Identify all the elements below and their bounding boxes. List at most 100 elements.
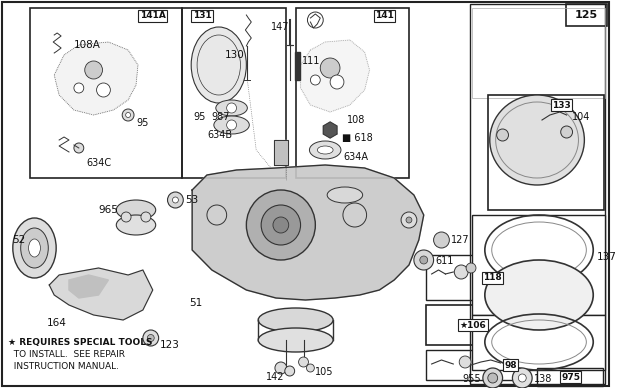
Bar [426, 305, 515, 345]
Text: 127: 127 [451, 235, 470, 245]
Circle shape [122, 109, 134, 121]
Ellipse shape [20, 228, 48, 268]
Text: 611: 611 [436, 256, 454, 266]
Ellipse shape [117, 200, 156, 220]
Circle shape [143, 330, 159, 346]
Text: 137: 137 [597, 252, 617, 262]
Ellipse shape [258, 308, 333, 332]
Bar [472, 315, 605, 370]
Circle shape [401, 212, 417, 228]
Ellipse shape [258, 328, 333, 352]
Text: 142: 142 [266, 372, 285, 382]
Circle shape [513, 368, 532, 388]
Circle shape [414, 250, 433, 270]
Text: 955: 955 [463, 374, 481, 384]
Circle shape [121, 212, 131, 222]
Ellipse shape [13, 218, 56, 278]
Text: TO INSTALL.  SEE REPAIR: TO INSTALL. SEE REPAIR [8, 350, 125, 359]
Text: 105: 105 [316, 367, 334, 377]
Text: 634A: 634A [343, 152, 368, 162]
Circle shape [454, 265, 468, 279]
Circle shape [311, 75, 321, 85]
Text: INSTRUCTION MANUAL.: INSTRUCTION MANUAL. [8, 362, 119, 371]
Circle shape [141, 212, 151, 222]
Bar [470, 4, 605, 384]
Circle shape [227, 103, 236, 113]
Ellipse shape [327, 187, 363, 203]
Text: ★ REQUIRES SPECIAL TOOLS: ★ REQUIRES SPECIAL TOOLS [8, 338, 153, 347]
Text: ■ 618: ■ 618 [342, 133, 373, 143]
Circle shape [459, 356, 471, 368]
Text: 95: 95 [136, 118, 148, 128]
Circle shape [488, 373, 498, 383]
Text: 111: 111 [301, 56, 320, 66]
Polygon shape [274, 140, 288, 165]
Text: 104: 104 [572, 112, 590, 122]
Text: 98: 98 [504, 360, 517, 369]
Text: 125: 125 [575, 10, 598, 20]
Circle shape [261, 205, 301, 245]
Text: 118: 118 [484, 274, 502, 282]
Text: 52: 52 [12, 235, 25, 245]
Text: 138: 138 [534, 374, 552, 384]
Text: 634B: 634B [207, 130, 232, 140]
Bar [30, 8, 182, 178]
Ellipse shape [216, 100, 247, 116]
Text: 141: 141 [375, 12, 394, 21]
Circle shape [85, 61, 102, 79]
Ellipse shape [490, 95, 585, 185]
Ellipse shape [117, 215, 156, 235]
Circle shape [74, 83, 84, 93]
Circle shape [330, 75, 344, 89]
Circle shape [321, 58, 340, 78]
Polygon shape [294, 52, 299, 80]
Bar [488, 95, 604, 210]
Text: ReplacementParts.com: ReplacementParts.com [192, 230, 418, 249]
Ellipse shape [317, 146, 333, 154]
Circle shape [246, 190, 316, 260]
Polygon shape [49, 268, 153, 320]
Bar [426, 255, 515, 300]
Circle shape [433, 232, 450, 248]
Text: 987: 987 [212, 112, 231, 122]
Text: 95: 95 [193, 112, 205, 122]
Bar [537, 368, 603, 386]
Text: 147: 147 [271, 22, 290, 32]
Circle shape [518, 374, 526, 382]
Circle shape [273, 217, 289, 233]
Bar [565, 4, 607, 26]
Ellipse shape [214, 116, 249, 134]
Circle shape [483, 368, 503, 388]
Text: ★106: ★106 [459, 320, 486, 329]
Circle shape [126, 113, 131, 118]
Circle shape [343, 203, 366, 227]
Bar [472, 215, 605, 315]
Text: 164: 164 [47, 318, 67, 328]
Bar [426, 350, 515, 380]
Circle shape [299, 357, 308, 367]
Circle shape [466, 263, 476, 273]
Circle shape [167, 192, 184, 208]
Circle shape [285, 366, 294, 376]
Circle shape [172, 197, 179, 203]
Bar [182, 8, 286, 178]
Circle shape [74, 143, 84, 153]
Text: 108A: 108A [74, 40, 101, 50]
Text: 965: 965 [99, 205, 118, 215]
Text: 130: 130 [224, 50, 244, 60]
Text: 634C: 634C [87, 158, 112, 168]
Circle shape [227, 120, 236, 130]
Bar [296, 8, 409, 178]
Polygon shape [323, 122, 337, 138]
Polygon shape [301, 40, 370, 112]
Circle shape [148, 334, 154, 341]
Text: 141A: 141A [140, 12, 166, 21]
Text: 975: 975 [561, 372, 580, 381]
Circle shape [406, 217, 412, 223]
Text: 133: 133 [552, 100, 571, 109]
Circle shape [420, 256, 428, 264]
Text: 108: 108 [347, 115, 365, 125]
Text: 123: 123 [159, 340, 180, 350]
Text: 53: 53 [185, 195, 198, 205]
Polygon shape [192, 165, 423, 300]
